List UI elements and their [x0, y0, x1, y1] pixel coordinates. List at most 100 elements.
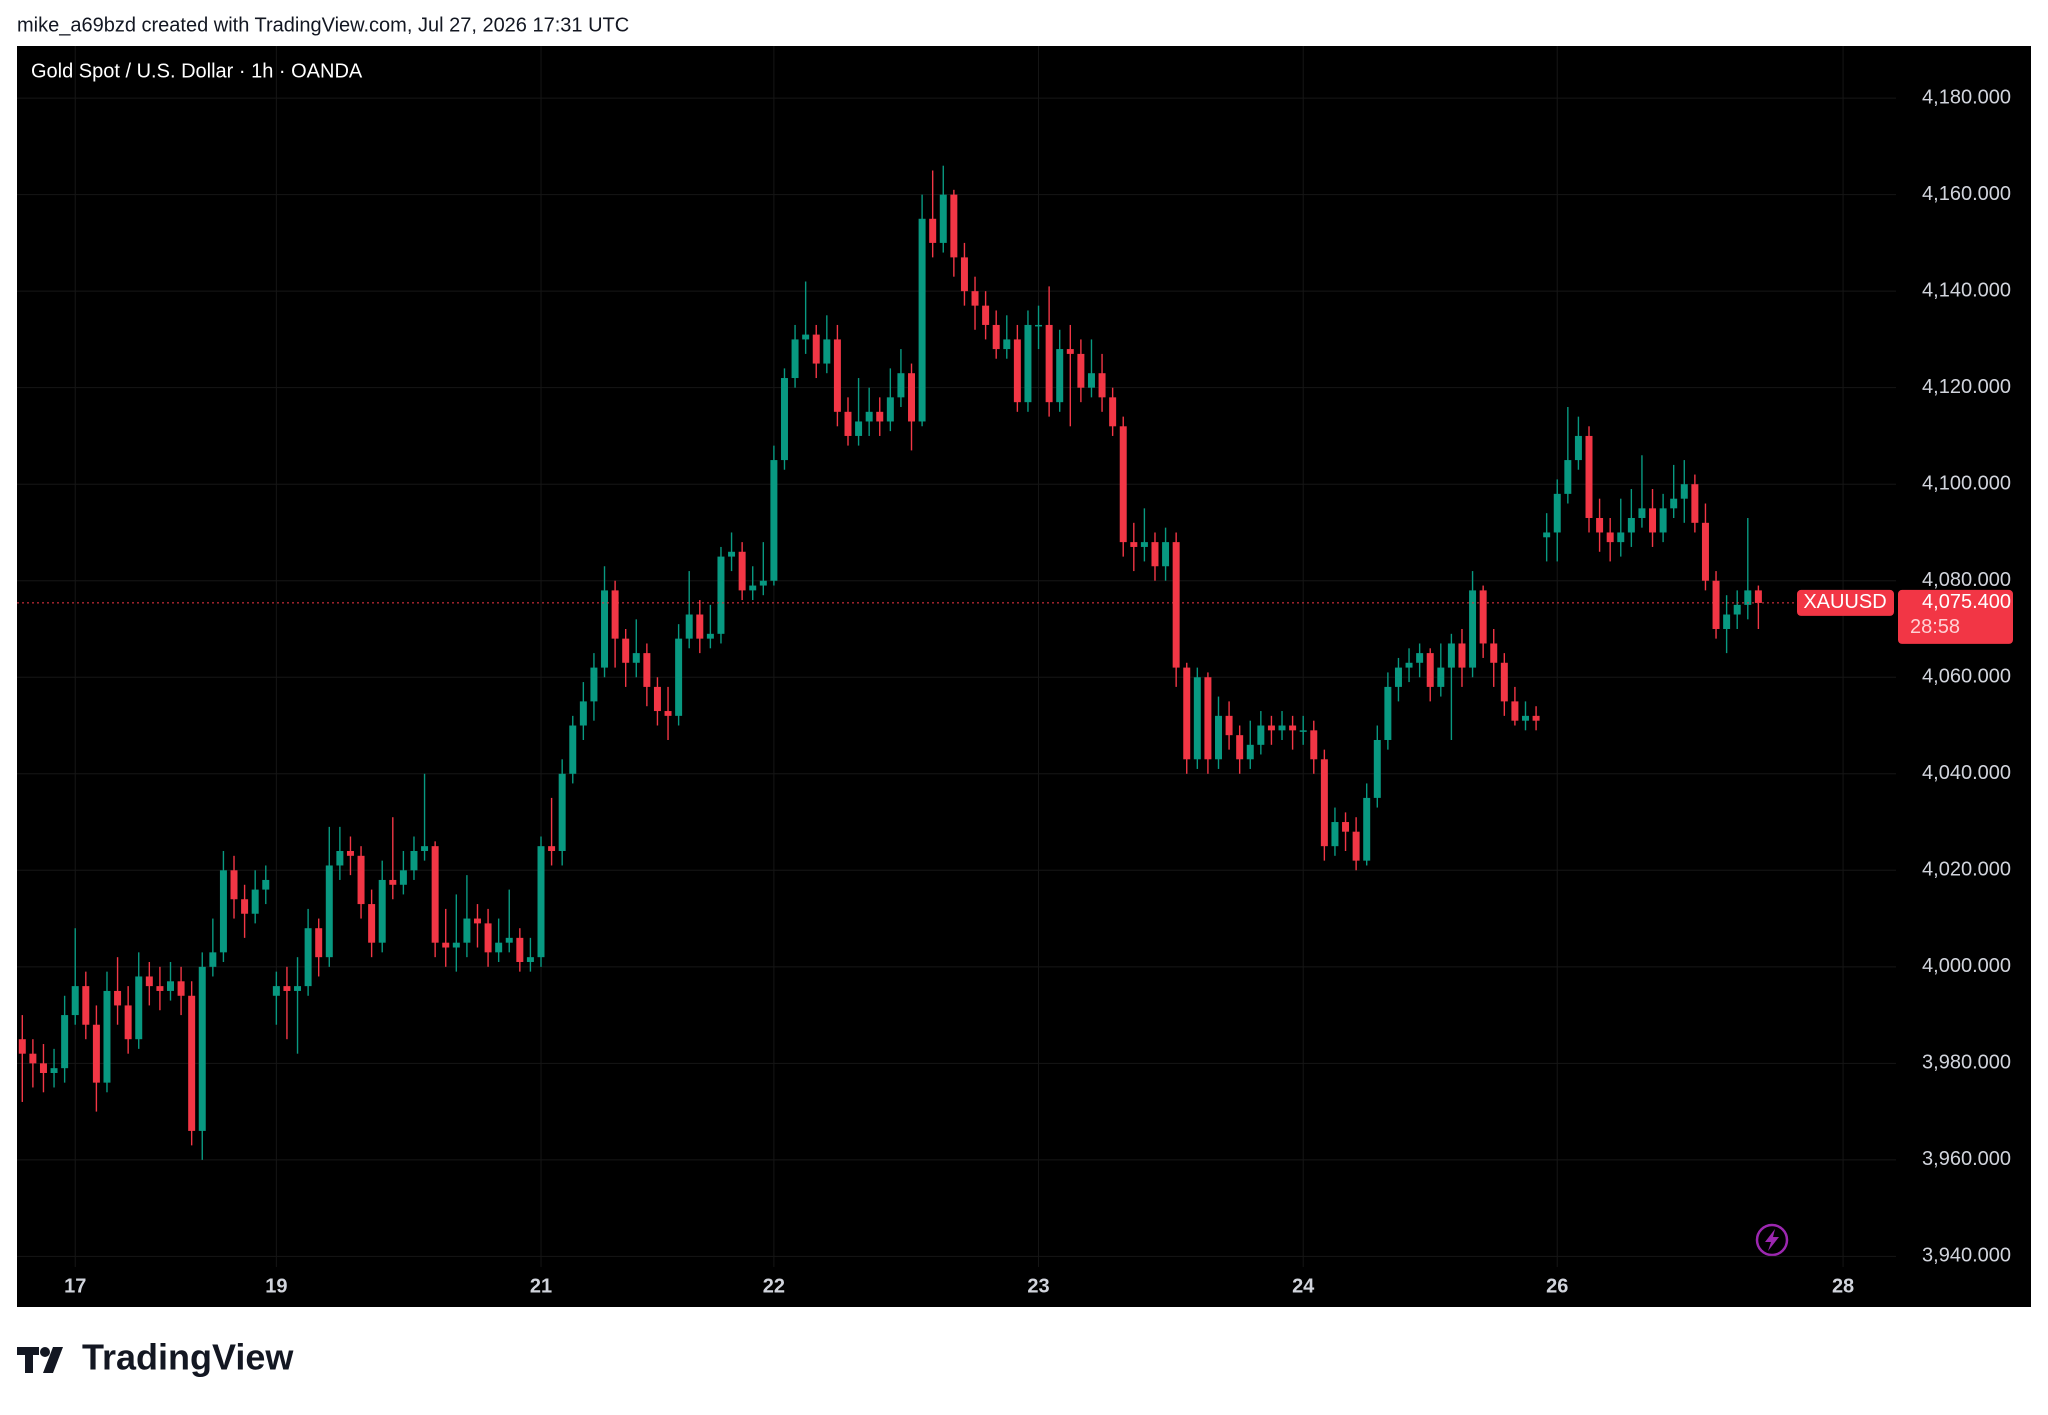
candle-body [526, 957, 534, 962]
candle-body [1066, 349, 1074, 354]
y-tick-label: 4,080.000 [1922, 569, 2011, 591]
candle-body [1649, 508, 1657, 533]
candle-body [1627, 517, 1635, 533]
candle-body [579, 701, 587, 726]
candle-body [516, 937, 524, 962]
candle-body [1172, 542, 1180, 668]
y-tick-label: 4,120.000 [1922, 376, 2011, 398]
price-badge [1898, 589, 2013, 644]
candle-body [1183, 667, 1191, 760]
x-tick-label: 28 [1832, 1275, 1854, 1297]
candle-body [71, 986, 79, 1016]
candle-body [1659, 508, 1667, 533]
candle-body [1098, 373, 1106, 398]
y-tick-label: 4,160.000 [1922, 183, 2011, 205]
candle-body [865, 411, 873, 422]
candle-body [368, 904, 376, 943]
candle-body [1532, 715, 1540, 721]
candle-body [304, 928, 312, 987]
candle-body [960, 257, 968, 292]
candle-body [738, 551, 746, 591]
candle-body [473, 918, 481, 924]
candle-body [918, 218, 926, 422]
candle-body [1056, 349, 1064, 403]
candle-body [1109, 397, 1117, 427]
candle-body [346, 850, 354, 856]
candle-body [1331, 822, 1339, 847]
candle-body [484, 923, 492, 953]
candle-body [219, 870, 227, 953]
candle-body [1320, 759, 1328, 847]
candle-body [982, 305, 990, 325]
candle-body [29, 1053, 37, 1064]
candle-body [1754, 590, 1762, 603]
candle-body [886, 397, 894, 422]
candle-body [272, 986, 280, 996]
candle-body [1712, 580, 1720, 629]
flash-icon [1755, 1223, 1789, 1257]
y-tick-label: 3,980.000 [1922, 1052, 2011, 1074]
candle-body [1744, 590, 1752, 605]
candle-body [209, 952, 217, 967]
candle-body [1447, 643, 1455, 668]
y-tick-label: 4,020.000 [1922, 859, 2011, 881]
chart-background [17, 46, 2031, 1307]
x-tick-label: 26 [1546, 1275, 1568, 1297]
candle-body [1204, 677, 1212, 760]
candle-body [283, 986, 291, 991]
candle-body [1469, 590, 1477, 668]
candle-body [696, 614, 704, 639]
y-tick-label: 4,000.000 [1922, 955, 2011, 977]
candle-body [770, 460, 778, 581]
candle-body [950, 194, 958, 258]
candle-body [601, 590, 609, 668]
candle-body [675, 638, 683, 716]
candle-body [749, 585, 757, 591]
candle-body [50, 1068, 58, 1073]
symbol-label: XAUUSD [1803, 591, 1886, 613]
candle-body [1087, 373, 1095, 388]
candle-body [1606, 532, 1614, 543]
candle-body [1596, 517, 1604, 533]
candle-body [1458, 643, 1466, 668]
candle-body [1680, 484, 1688, 499]
candle-body [1701, 522, 1709, 581]
candle-body [812, 334, 820, 364]
candle-body [357, 855, 365, 905]
y-tick-label: 4,060.000 [1922, 666, 2011, 688]
candle-body [908, 373, 916, 422]
x-tick-label: 17 [64, 1275, 86, 1297]
candle-body [1394, 667, 1402, 687]
candle-body [452, 942, 460, 948]
candle-body [230, 870, 238, 900]
y-tick-label: 4,140.000 [1922, 279, 2011, 301]
candle-body [1670, 498, 1678, 509]
candle-body [1236, 735, 1244, 760]
candle-body [1521, 715, 1529, 721]
candle-body [717, 556, 725, 634]
x-tick-label: 24 [1292, 1275, 1315, 1297]
candle-body [1342, 822, 1350, 832]
candle-body [145, 976, 153, 987]
candle-body [1267, 725, 1275, 731]
candle-body [325, 865, 333, 958]
candle-body [664, 711, 672, 716]
candle-body [1564, 460, 1572, 494]
candle-body [1490, 643, 1498, 663]
candle-body [939, 194, 947, 243]
candle-body [611, 590, 619, 639]
candle-body [1511, 701, 1519, 721]
candle-body [1437, 667, 1445, 687]
candle-body [1373, 739, 1381, 798]
candle-body [251, 889, 259, 914]
candle-body [1638, 508, 1646, 518]
candle-body [1193, 677, 1201, 760]
last-price-label: 4,075.400 [1922, 591, 2011, 613]
candle-body [1130, 542, 1138, 547]
candle-body [1426, 653, 1434, 687]
candle-body [92, 1024, 100, 1083]
candle-body [315, 928, 323, 958]
candle-body [1119, 426, 1127, 543]
candle-body [1077, 353, 1085, 388]
candle-body [135, 976, 143, 1040]
